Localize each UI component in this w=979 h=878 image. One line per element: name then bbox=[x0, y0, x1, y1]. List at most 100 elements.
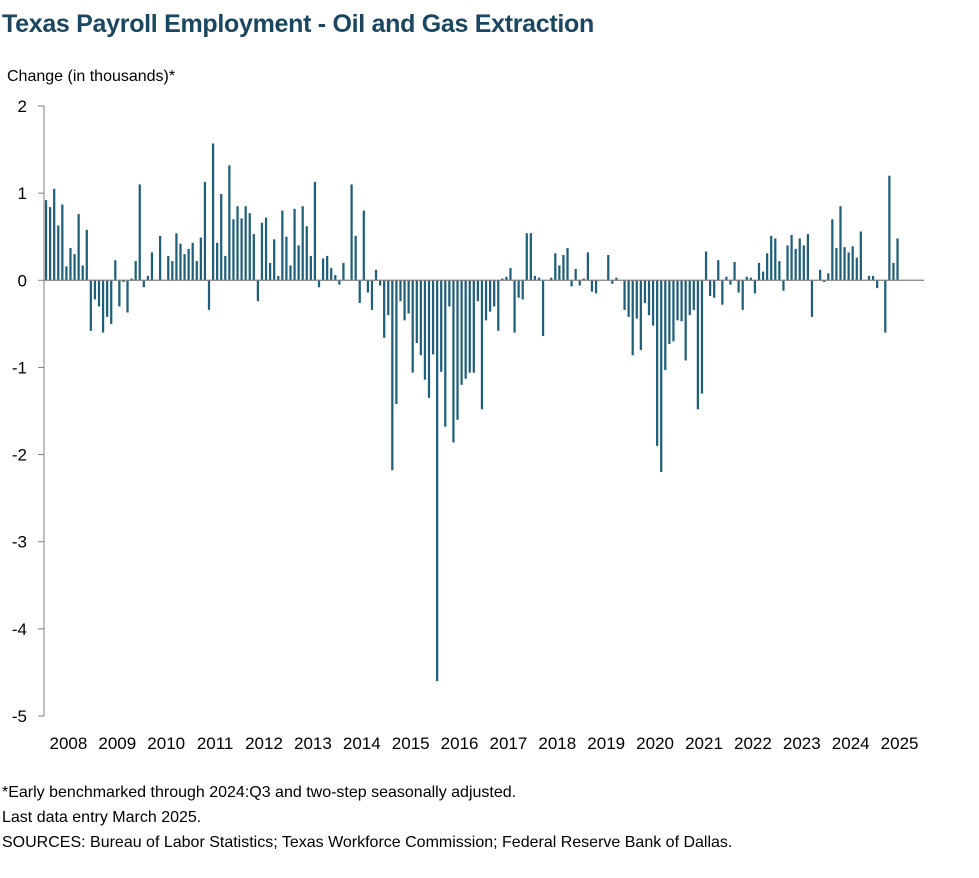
x-tick-label: 2020 bbox=[636, 734, 674, 753]
data-bar bbox=[452, 280, 455, 443]
data-bar bbox=[293, 208, 296, 281]
data-bar bbox=[240, 218, 243, 281]
data-bar bbox=[183, 254, 186, 281]
data-bar bbox=[309, 255, 312, 281]
data-bar bbox=[134, 261, 137, 281]
data-bar bbox=[855, 257, 858, 281]
data-bar bbox=[761, 271, 765, 281]
data-bar bbox=[97, 280, 101, 307]
data-bar bbox=[362, 210, 365, 281]
data-bar bbox=[211, 143, 215, 281]
data-bar bbox=[708, 280, 712, 296]
data-bar bbox=[704, 251, 708, 281]
data-bar bbox=[378, 280, 382, 286]
data-bar bbox=[93, 280, 97, 300]
data-bar bbox=[570, 280, 573, 287]
data-bar bbox=[664, 280, 667, 371]
data-bar bbox=[232, 219, 235, 281]
x-tick-label: 2018 bbox=[538, 734, 576, 753]
data-bar bbox=[818, 269, 822, 281]
footnotes: *Early benchmarked through 2024:Q3 and t… bbox=[2, 780, 732, 855]
data-bar bbox=[110, 280, 113, 324]
data-bar bbox=[175, 233, 178, 281]
data-bar bbox=[827, 273, 830, 281]
data-bar bbox=[480, 280, 484, 410]
data-bar bbox=[835, 248, 838, 281]
data-bar bbox=[684, 280, 687, 361]
x-tick-label: 2011 bbox=[197, 734, 234, 753]
data-bar bbox=[484, 280, 488, 321]
data-bar bbox=[167, 255, 170, 281]
data-bar bbox=[741, 280, 744, 310]
data-bar bbox=[199, 237, 202, 281]
data-bar bbox=[525, 233, 528, 281]
x-tick-label: 2021 bbox=[685, 734, 723, 753]
data-bar bbox=[415, 280, 418, 344]
data-bar bbox=[101, 280, 105, 333]
data-bar bbox=[468, 280, 471, 373]
data-bar bbox=[896, 238, 899, 281]
data-bar bbox=[150, 252, 154, 281]
data-bar bbox=[431, 280, 435, 355]
data-bar bbox=[631, 280, 634, 356]
data-bar bbox=[550, 277, 553, 281]
data-bar bbox=[146, 275, 150, 281]
data-bar bbox=[122, 280, 125, 283]
data-bar bbox=[745, 276, 748, 281]
y-tick-label: 1 bbox=[18, 184, 27, 203]
x-tick-label: 2015 bbox=[392, 734, 430, 753]
x-tick-label: 2013 bbox=[294, 734, 332, 753]
data-bar bbox=[252, 234, 255, 281]
data-bar bbox=[782, 280, 785, 291]
data-bar bbox=[696, 280, 700, 410]
y-tick-label: -3 bbox=[12, 533, 27, 552]
data-bar bbox=[717, 260, 720, 281]
data-bar bbox=[427, 280, 431, 398]
data-bar bbox=[851, 246, 854, 281]
data-bar bbox=[370, 280, 374, 310]
data-bar bbox=[635, 280, 638, 319]
data-bar bbox=[65, 266, 68, 281]
data-bar bbox=[187, 248, 190, 281]
data-bar bbox=[334, 275, 337, 281]
data-bar bbox=[374, 269, 378, 281]
x-tick-label: 2014 bbox=[343, 734, 381, 753]
data-bar bbox=[448, 280, 451, 307]
data-bar bbox=[407, 280, 410, 314]
data-bar bbox=[53, 188, 56, 281]
data-bar bbox=[643, 280, 647, 303]
data-bar bbox=[574, 268, 577, 281]
data-bar bbox=[171, 261, 174, 281]
x-tick-label: 2024 bbox=[832, 734, 870, 753]
y-axis-label: Change (in thousands)* bbox=[7, 68, 175, 85]
data-bar bbox=[264, 217, 268, 281]
data-bar bbox=[297, 245, 300, 281]
data-bar bbox=[737, 280, 740, 293]
footnote-sources: SOURCES: Bureau of Labor Statistics; Tex… bbox=[2, 834, 733, 851]
data-bar bbox=[305, 226, 308, 281]
data-bar bbox=[859, 231, 862, 281]
data-bar bbox=[871, 275, 875, 281]
data-bar bbox=[505, 276, 508, 281]
data-bar bbox=[383, 280, 386, 338]
data-bar bbox=[289, 265, 292, 281]
x-tick-label: 2010 bbox=[147, 734, 185, 753]
data-bar bbox=[248, 213, 251, 281]
data-bar bbox=[472, 280, 475, 373]
data-bar bbox=[268, 262, 272, 281]
data-bar bbox=[766, 253, 769, 281]
data-bar bbox=[729, 280, 732, 285]
data-bar bbox=[749, 277, 752, 281]
data-bar bbox=[501, 278, 504, 281]
data-bar bbox=[326, 255, 329, 281]
data-bar bbox=[798, 238, 801, 281]
data-bar bbox=[142, 280, 145, 288]
data-bar bbox=[676, 280, 679, 321]
data-bar bbox=[725, 276, 728, 281]
data-bar bbox=[582, 278, 585, 281]
data-bar bbox=[48, 207, 52, 281]
data-bar bbox=[273, 239, 276, 281]
data-bar bbox=[81, 265, 84, 281]
data-bar bbox=[753, 280, 757, 294]
data-bar bbox=[387, 280, 390, 316]
